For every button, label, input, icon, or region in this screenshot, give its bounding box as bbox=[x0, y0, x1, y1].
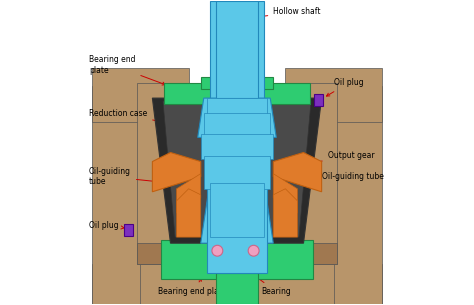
Bar bbox=[334, 86, 382, 303]
Bar bbox=[210, 2, 264, 243]
Circle shape bbox=[212, 245, 223, 256]
Bar bbox=[210, 183, 264, 237]
Bar bbox=[137, 83, 176, 264]
Bar bbox=[92, 264, 382, 303]
Bar bbox=[92, 68, 189, 122]
Text: Oil plug: Oil plug bbox=[327, 78, 364, 96]
Bar bbox=[204, 156, 270, 189]
Text: Bearing: Bearing bbox=[257, 277, 291, 296]
Text: Hollow shaft: Hollow shaft bbox=[241, 7, 321, 20]
Polygon shape bbox=[163, 101, 311, 237]
Bar bbox=[164, 83, 310, 104]
Bar bbox=[314, 94, 323, 106]
Bar bbox=[92, 86, 140, 303]
Polygon shape bbox=[176, 189, 201, 237]
Bar bbox=[285, 68, 382, 122]
Bar bbox=[201, 135, 273, 159]
Polygon shape bbox=[198, 98, 276, 137]
Polygon shape bbox=[273, 152, 322, 192]
Text: Reduction case: Reduction case bbox=[89, 109, 161, 122]
Bar bbox=[216, 2, 258, 98]
Circle shape bbox=[248, 245, 259, 256]
Polygon shape bbox=[152, 152, 201, 192]
Polygon shape bbox=[201, 183, 273, 243]
Polygon shape bbox=[273, 189, 298, 237]
Bar bbox=[204, 113, 270, 137]
Bar bbox=[207, 183, 267, 273]
Bar bbox=[216, 273, 258, 303]
Bar bbox=[162, 240, 312, 279]
Text: Oil plug: Oil plug bbox=[89, 221, 124, 230]
Bar bbox=[298, 83, 337, 264]
Polygon shape bbox=[176, 174, 201, 213]
Polygon shape bbox=[152, 98, 322, 243]
Bar bbox=[246, 77, 273, 89]
Bar bbox=[137, 243, 337, 264]
Text: Output gear: Output gear bbox=[307, 151, 374, 165]
Bar bbox=[201, 77, 228, 89]
Bar bbox=[124, 224, 133, 235]
Text: Oil-guiding tube: Oil-guiding tube bbox=[301, 172, 383, 181]
Bar bbox=[207, 98, 267, 116]
Text: Bearing end
plate: Bearing end plate bbox=[89, 55, 165, 85]
Text: Bearing end plate: Bearing end plate bbox=[158, 278, 227, 296]
Polygon shape bbox=[273, 174, 298, 213]
Text: Oil-guiding
tube: Oil-guiding tube bbox=[89, 167, 164, 186]
